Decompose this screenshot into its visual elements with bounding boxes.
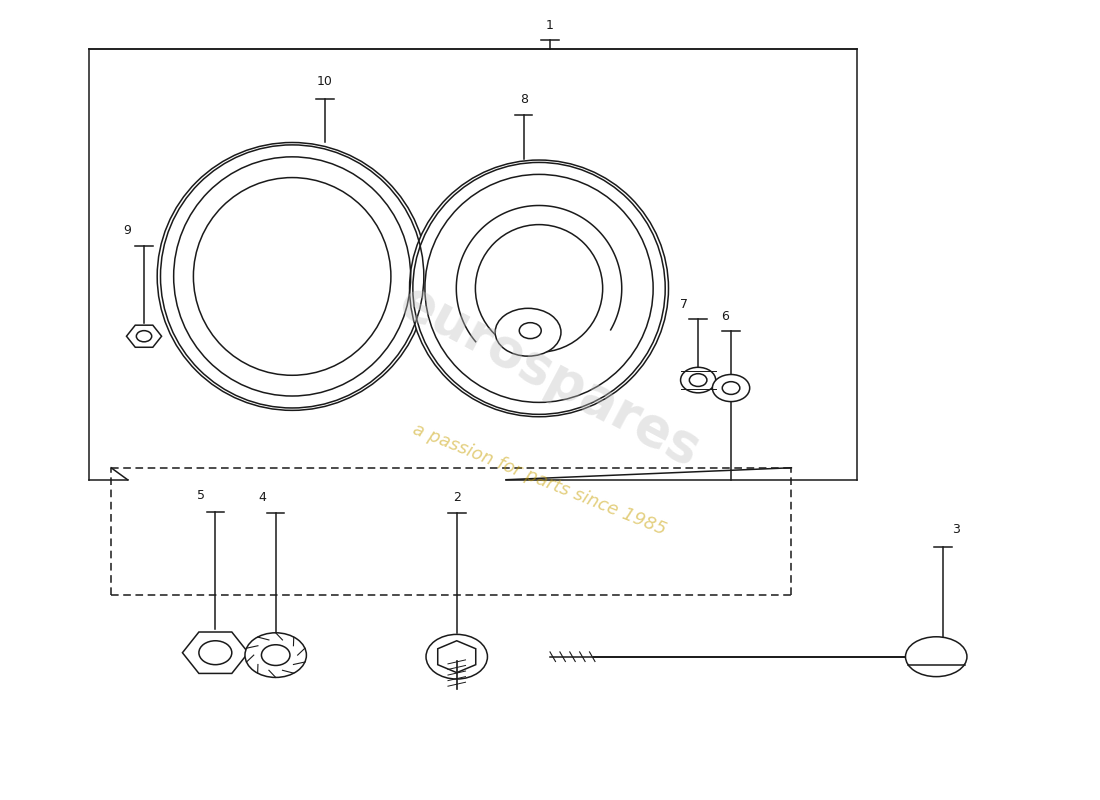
Text: 7: 7 <box>680 298 688 311</box>
Text: 5: 5 <box>197 489 205 502</box>
Text: a passion for parts since 1985: a passion for parts since 1985 <box>409 421 669 539</box>
Circle shape <box>723 382 740 394</box>
Ellipse shape <box>409 160 669 417</box>
Text: 2: 2 <box>453 490 461 504</box>
Text: 4: 4 <box>258 490 266 504</box>
Circle shape <box>519 322 541 338</box>
Circle shape <box>713 374 750 402</box>
Circle shape <box>426 634 487 679</box>
Circle shape <box>199 641 232 665</box>
Circle shape <box>495 308 561 356</box>
Text: 6: 6 <box>722 310 729 322</box>
Ellipse shape <box>905 637 967 677</box>
Circle shape <box>681 367 716 393</box>
Text: 10: 10 <box>317 74 333 88</box>
Circle shape <box>262 645 290 666</box>
Text: 1: 1 <box>546 19 554 32</box>
Text: 3: 3 <box>952 522 960 536</box>
Circle shape <box>136 330 152 342</box>
Text: 9: 9 <box>123 225 132 238</box>
Ellipse shape <box>157 142 427 410</box>
Text: 8: 8 <box>519 93 528 106</box>
Circle shape <box>245 633 307 678</box>
Text: eurospares: eurospares <box>390 275 710 478</box>
Circle shape <box>690 374 707 386</box>
